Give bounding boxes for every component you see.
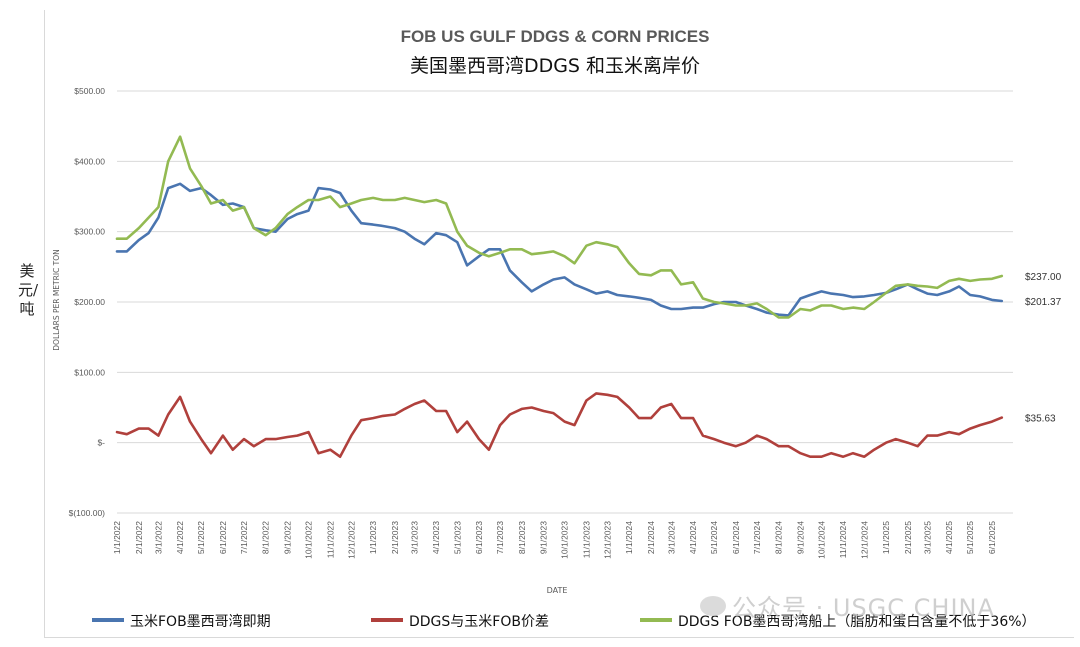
x-tick-label: 10/1/2024 xyxy=(816,521,826,559)
end-value-label: $201.37 xyxy=(1025,297,1062,308)
x-tick-label: 2/1/2025 xyxy=(903,521,913,554)
x-tick-label: 9/1/2024 xyxy=(795,521,805,554)
chart-title: FOB US GULF DDGS & CORN PRICES xyxy=(401,27,710,46)
y-tick-label: $400.00 xyxy=(74,156,105,166)
outer-unit-label: 美元/吨 xyxy=(18,262,39,318)
x-tick-label: 10/1/2023 xyxy=(560,521,570,559)
y-axis-ticks: $(100.00) $- $100.00 $200.00 $300.00 $400.00 $… xyxy=(69,86,106,518)
y-axis-label: DOLLARS PER METRIC TON xyxy=(52,249,61,350)
x-tick-label: 8/1/2023 xyxy=(517,521,527,554)
x-tick-label: 4/1/2024 xyxy=(688,521,698,554)
x-tick-label: 1/1/2023 xyxy=(368,521,378,554)
x-tick-label: 6/1/2023 xyxy=(474,521,484,554)
series-line xyxy=(115,182,1004,317)
x-tick-label: 11/1/2024 xyxy=(838,521,848,558)
x-tick-label: 6/1/2022 xyxy=(218,521,228,554)
y-tick-label: $500.00 xyxy=(74,86,105,96)
wechat-logo-icon xyxy=(700,596,726,616)
series-line xyxy=(115,135,1004,319)
legend-label: DDGS与玉米FOB价差 xyxy=(409,614,549,630)
legend-label: 玉米FOB墨西哥湾即期 xyxy=(130,613,271,630)
y-tick-label: $(100.00) xyxy=(69,508,106,518)
series-line xyxy=(115,392,1004,458)
y-tick-label: $200.00 xyxy=(74,297,105,307)
x-tick-label: 12/1/2023 xyxy=(602,521,612,559)
x-tick-label: 5/1/2023 xyxy=(452,521,462,554)
legend-label: DDGS FOB墨西哥湾船上（脂肪和蛋白含量不低于36%） xyxy=(678,613,1036,630)
x-tick-label: 7/1/2023 xyxy=(495,521,505,554)
x-tick-label: 7/1/2024 xyxy=(752,521,762,554)
x-tick-label: 11/1/2023 xyxy=(581,521,591,558)
x-tick-label: 5/1/2022 xyxy=(196,521,206,554)
frame-left-rule xyxy=(44,10,45,637)
x-tick-label: 1/1/2025 xyxy=(881,521,891,554)
x-tick-label: 2/1/2023 xyxy=(390,521,400,554)
x-tick-label: 5/1/2024 xyxy=(709,521,719,554)
watermark: 公众号 · USGC CHINA xyxy=(700,588,995,623)
x-tick-label: 3/1/2024 xyxy=(666,521,676,554)
y-tick-label: $100.00 xyxy=(74,367,105,377)
x-tick-label: 3/1/2023 xyxy=(409,521,419,554)
x-tick-label: 5/1/2025 xyxy=(965,521,975,554)
x-tick-label: 12/1/2024 xyxy=(859,521,869,559)
y-tick-label: $- xyxy=(97,438,105,448)
x-tick-label: 2/1/2022 xyxy=(134,521,144,554)
legend: 玉米FOB墨西哥湾即期 DDGS与玉米FOB价差 DDGS FOB墨西哥湾船上（脂肪… xyxy=(92,613,1036,630)
gridlines xyxy=(117,90,1013,514)
x-tick-label: 10/1/2022 xyxy=(304,521,314,559)
x-tick-label: 2/1/2024 xyxy=(646,521,656,554)
x-tick-label: 6/1/2025 xyxy=(987,521,997,554)
x-axis-ticks: 1/1/2022 2/1/2022 3/1/2022 4/1/2022 5/1/2022… xyxy=(112,521,997,559)
x-tick-label: 4/1/2025 xyxy=(944,521,954,554)
x-axis-label: DATE xyxy=(547,586,568,595)
x-tick-label: 12/1/2022 xyxy=(346,521,356,559)
end-value-label: $237.00 xyxy=(1025,272,1062,283)
x-tick-label: 7/1/2022 xyxy=(239,521,249,554)
x-tick-label: 3/1/2025 xyxy=(922,521,932,554)
x-tick-label: 9/1/2023 xyxy=(539,521,549,554)
x-tick-label: 9/1/2022 xyxy=(282,521,292,554)
x-tick-label: 8/1/2024 xyxy=(774,521,784,554)
end-value-labels: $201.37 $35.63 $237.00 xyxy=(1025,272,1062,425)
x-tick-label: 6/1/2024 xyxy=(731,521,741,554)
chart-subtitle: 美国墨西哥湾DDGS 和玉米离岸价 xyxy=(410,55,700,77)
x-tick-label: 1/1/2022 xyxy=(112,521,122,554)
x-tick-label: 3/1/2022 xyxy=(153,521,163,554)
y-tick-label: $300.00 xyxy=(74,227,105,237)
x-tick-label: 4/1/2022 xyxy=(175,521,185,554)
x-tick-label: 4/1/2023 xyxy=(431,521,441,554)
x-tick-label: 11/1/2022 xyxy=(325,521,335,558)
end-value-label: $35.63 xyxy=(1025,414,1056,425)
frame-bottom-rule xyxy=(44,637,1074,638)
series-lines xyxy=(115,135,1004,458)
x-tick-label: 1/1/2024 xyxy=(624,521,634,554)
x-tick-label: 8/1/2022 xyxy=(261,521,271,554)
watermark-text: 公众号 · USGC CHINA xyxy=(732,594,995,622)
